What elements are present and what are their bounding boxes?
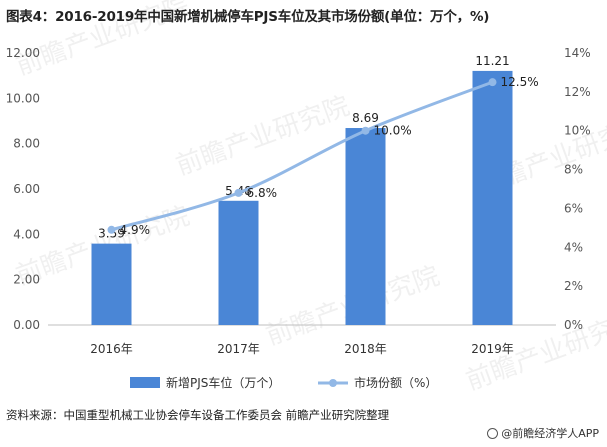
y-right-tick-label: 12% — [564, 85, 591, 99]
y-left-tick-label: 4.00 — [13, 227, 40, 241]
brand-text: @前瞻经济学人APP — [501, 427, 599, 440]
y-axis-left: 0.00 2.00 4.00 6.00 8.00 10.00 12.00 — [6, 46, 40, 332]
x-tick-label: 2016年 — [90, 342, 133, 356]
x-tick-label: 2019年 — [471, 342, 514, 356]
svg-text:前瞻产业研究院: 前瞻产业研究院 — [12, 0, 193, 82]
legend-label-bar: 新增PJS车位（万个） — [166, 375, 280, 390]
line-value-label: 10.0% — [374, 124, 412, 138]
bar-value-label: 11.21 — [475, 54, 509, 68]
legend-swatch-marker — [329, 379, 337, 387]
y-right-tick-label: 14% — [564, 46, 591, 60]
chart-title: 图表4：2016-2019年中国新增机械停车PJS车位及其市场份额(单位：万个，… — [6, 9, 490, 25]
line-point — [107, 225, 116, 234]
y-axis-right: 0% 2% 4% 6% 8% 10% 12% 14% — [564, 46, 591, 332]
line-series: 4.9% 6.8% 10.0% 12.5% — [107, 75, 539, 237]
source-note: 资料来源：中国重型机械工业协会停车设备工作委员会 前瞻产业研究院整理 — [6, 408, 390, 422]
brand-credit: @前瞻经济学人APP — [487, 425, 599, 441]
x-tick-label: 2017年 — [217, 342, 260, 356]
line-point — [488, 78, 497, 87]
svg-text:前瞻产业研究院: 前瞻产业研究院 — [172, 91, 353, 181]
x-axis: 2016年 2017年 2018年 2019年 — [90, 342, 514, 356]
y-right-tick-label: 4% — [564, 240, 583, 254]
bar — [218, 200, 259, 325]
y-left-tick-label: 2.00 — [13, 273, 40, 287]
y-left-tick-label: 10.00 — [6, 91, 40, 105]
line-value-label: 6.8% — [247, 186, 278, 200]
legend-swatch-bar — [130, 377, 160, 388]
x-tick-label: 2018年 — [344, 342, 387, 356]
y-left-tick-label: 12.00 — [6, 46, 40, 60]
bar-value-label: 8.69 — [352, 111, 379, 125]
legend-label-line: 市场份额（%） — [354, 375, 437, 390]
y-right-tick-label: 8% — [564, 163, 583, 177]
y-right-tick-label: 2% — [564, 279, 583, 293]
y-left-tick-label: 0.00 — [13, 318, 40, 332]
y-left-tick-label: 8.00 — [13, 137, 40, 151]
line-point — [234, 188, 243, 197]
y-right-tick-label: 0% — [564, 318, 583, 332]
y-right-tick-label: 10% — [564, 124, 591, 138]
line-value-label: 12.5% — [501, 75, 539, 89]
y-left-tick-label: 6.00 — [13, 182, 40, 196]
brand-logo-icon — [487, 427, 499, 439]
bar — [91, 243, 132, 325]
legend: 新增PJS车位（万个） 市场份额（%） — [130, 375, 437, 390]
market-share-line — [111, 80, 494, 232]
line-point — [361, 126, 370, 135]
watermarks: 前瞻产业研究院 前瞻产业研究院 前瞻产业研究院 前瞻产业研究院 前瞻产业研究院 … — [12, 0, 607, 397]
line-value-label: 4.9% — [120, 223, 151, 237]
bar — [345, 128, 386, 325]
y-right-tick-label: 6% — [564, 201, 583, 215]
bar — [472, 70, 513, 325]
